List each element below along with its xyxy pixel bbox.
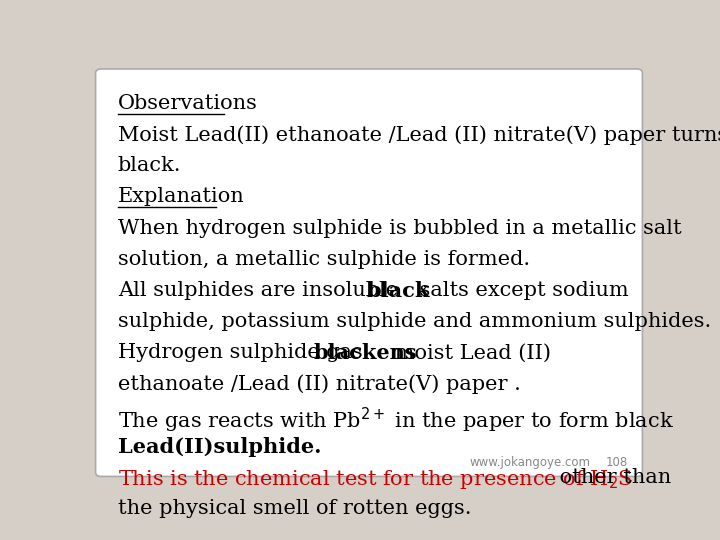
Text: Moist Lead(II) ethanoate /Lead (II) nitrate(V) paper turns: Moist Lead(II) ethanoate /Lead (II) nitr… xyxy=(118,125,720,145)
Text: the physical smell of rotten eggs.: the physical smell of rotten eggs. xyxy=(118,500,472,518)
Text: sulphide, potassium sulphide and ammonium sulphides.: sulphide, potassium sulphide and ammoniu… xyxy=(118,312,711,331)
Text: The gas reacts with Pb$^{2+}$ in the paper to form black: The gas reacts with Pb$^{2+}$ in the pap… xyxy=(118,406,674,435)
Text: Explanation: Explanation xyxy=(118,187,245,206)
Text: Hydrogen sulphide gas: Hydrogen sulphide gas xyxy=(118,343,369,362)
Text: When hydrogen sulphide is bubbled in a metallic salt: When hydrogen sulphide is bubbled in a m… xyxy=(118,219,682,238)
Text: moist Lead (II): moist Lead (II) xyxy=(388,343,551,362)
FancyBboxPatch shape xyxy=(96,69,642,476)
Text: black.: black. xyxy=(118,156,181,176)
Text: All sulphides are insoluble: All sulphides are insoluble xyxy=(118,281,405,300)
Text: ethanoate /Lead (II) nitrate(V) paper .: ethanoate /Lead (II) nitrate(V) paper . xyxy=(118,375,521,394)
Text: other than: other than xyxy=(553,468,671,487)
Text: 108: 108 xyxy=(606,456,629,469)
Text: This is the chemical test for the presence of H$_2$S: This is the chemical test for the presen… xyxy=(118,468,633,491)
Text: www.jokangoye.com: www.jokangoye.com xyxy=(469,456,590,469)
Text: solution, a metallic sulphide is formed.: solution, a metallic sulphide is formed. xyxy=(118,250,530,269)
Text: blackens: blackens xyxy=(313,343,417,363)
Text: Observations: Observations xyxy=(118,94,258,113)
Text: black: black xyxy=(366,281,430,301)
Text: Lead(II)sulphide.: Lead(II)sulphide. xyxy=(118,437,321,457)
Text: salts except sodium: salts except sodium xyxy=(413,281,629,300)
